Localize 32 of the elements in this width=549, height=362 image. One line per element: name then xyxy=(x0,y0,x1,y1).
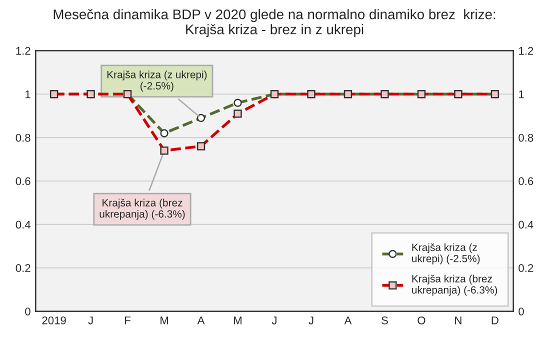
y2-tick-label: 0.2 xyxy=(518,264,534,272)
x-tick-label: M xyxy=(234,316,242,324)
y-tick-label: 0 xyxy=(25,308,30,316)
y-tick-label: 1 xyxy=(25,90,30,98)
y-tick-label: 0.8 xyxy=(16,134,30,142)
x-tick-label: S xyxy=(382,316,388,324)
y2-tick-label: 1 xyxy=(519,90,524,98)
y2-tick-label: 0.4 xyxy=(518,220,534,229)
x-tick-label: F xyxy=(125,316,130,324)
x-tick-label: N xyxy=(455,316,462,324)
chart-title: Mesečna dinamika BDP v 2020 glede na normalno dinamiko brez krize: Krajša kriza - brez in z ukrepi xyxy=(54,9,496,38)
y2-tick-label: 0.6 xyxy=(518,177,534,186)
y-tick-label: 0.4 xyxy=(16,220,30,229)
x-tick-label: A xyxy=(344,316,352,324)
x-tick-label: J xyxy=(88,316,93,324)
x-tick-label: J xyxy=(272,316,276,324)
y2-tick-label: 1.2 xyxy=(519,46,534,55)
x-tick-label: D xyxy=(492,316,498,324)
legend-label: Krajša kriza (brez ukrepanja) (-6.3%) xyxy=(412,274,498,296)
annotation: Krajša kriza (z ukrepi) (-2.5%) xyxy=(107,70,207,92)
legend-label: Krajša kriza (z ukrepi) (-2.5%) xyxy=(412,243,480,264)
y-tick-label: 0.2 xyxy=(16,264,30,272)
x-tick-label: 2019 xyxy=(42,316,66,324)
y-tick-label: 0.6 xyxy=(16,177,30,186)
x-tick-label: O xyxy=(418,316,426,324)
x-tick-label: J xyxy=(308,316,314,324)
x-tick-label: A xyxy=(197,316,205,324)
y-tick-label: 1.2 xyxy=(16,46,30,55)
annotation: Krajša kriza (brez ukrepanja) (-6.3%) xyxy=(100,198,185,220)
y2-tick-label: 0 xyxy=(518,308,524,316)
y2-tick-label: 0.8 xyxy=(518,134,534,142)
x-tick-label: M xyxy=(160,316,168,324)
